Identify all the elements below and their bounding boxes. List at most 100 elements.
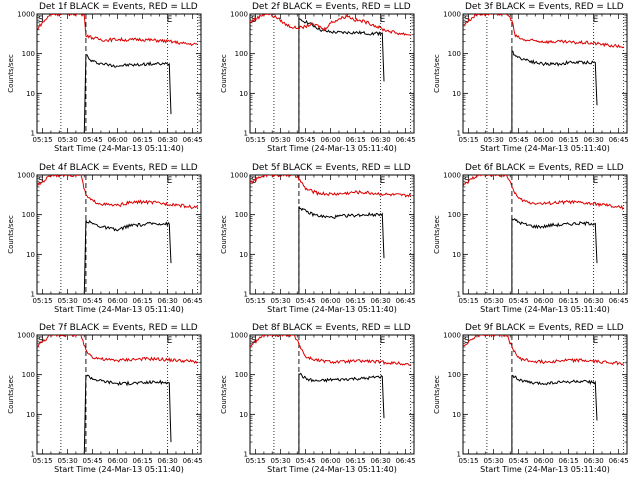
y-axis-label: Counts/sec xyxy=(7,215,15,254)
x-tick-label: 05:30 xyxy=(57,457,77,465)
x-tick-label: 06:45 xyxy=(609,457,629,465)
chart-panel-7: Det 7f BLACK = Events, RED = LLD 1 10 100 10… xyxy=(7,323,203,474)
chart-panel-1: Det 1f BLACK = Events, RED = LLD 1 10 100 10… xyxy=(7,2,203,153)
chart-title: Det 9f BLACK = Events, RED = LLD xyxy=(465,323,624,333)
x-axis-label: Start Time (24-Mar-13 05:11:40) xyxy=(267,144,397,153)
x-axis-label: Start Time (24-Mar-13 05:11:40) xyxy=(480,305,610,314)
plot-frame xyxy=(36,13,202,134)
y-tick-label: 100 xyxy=(448,50,461,58)
x-tick-label: 06:00 xyxy=(534,136,554,144)
series-group xyxy=(37,14,198,133)
series-group xyxy=(250,335,412,454)
x-tick-label: 06:45 xyxy=(609,297,629,305)
x-tick-label: 06:00 xyxy=(108,297,128,305)
x-tick-label: 06:00 xyxy=(108,136,128,144)
start-marker: S xyxy=(464,336,470,346)
chart-title: Det 7f BLACK = Events, RED = LLD xyxy=(39,323,198,333)
x-axis-label: Start Time (24-Mar-13 05:11:40) xyxy=(480,144,610,153)
y-tick-label: 10 xyxy=(239,251,248,259)
x-tick-label: 05:30 xyxy=(483,297,503,305)
series-line-lld xyxy=(250,335,412,366)
x-tick-label: 06:45 xyxy=(183,457,203,465)
y-tick-label: 1 xyxy=(31,130,35,138)
x-tick-label: 05:15 xyxy=(458,297,478,305)
series-group xyxy=(37,335,199,454)
y-axis-label: Counts/sec xyxy=(433,375,441,414)
x-tick-label: 05:15 xyxy=(245,457,265,465)
y-tick-label: 1000 xyxy=(17,11,35,19)
chart-title: Det 3f BLACK = Events, RED = LLD xyxy=(465,2,624,12)
series-line-lld xyxy=(463,14,625,49)
plot-frame xyxy=(462,13,628,134)
x-axis-label: Start Time (24-Mar-13 05:11:40) xyxy=(267,465,397,474)
x-axis-label: Start Time (24-Mar-13 05:11:40) xyxy=(267,305,397,314)
x-tick-label: 06:30 xyxy=(158,457,178,465)
x-tick-label: 06:00 xyxy=(321,136,341,144)
series-line-events xyxy=(83,54,172,133)
x-axis-label: Start Time (24-Mar-13 05:11:40) xyxy=(54,465,184,474)
end-marker: E xyxy=(167,336,173,346)
plot-frame xyxy=(462,174,628,295)
x-tick-label: 06:45 xyxy=(396,136,416,144)
x-tick-label: 06:45 xyxy=(396,297,416,305)
chart-panel-3: Det 3f BLACK = Events, RED = LLD 1 10 100 10… xyxy=(433,2,629,153)
y-tick-label: 10 xyxy=(26,90,35,98)
y-tick-label: 10 xyxy=(26,251,35,259)
y-tick-label: 1000 xyxy=(230,172,248,180)
x-tick-label: 06:45 xyxy=(609,136,629,144)
x-tick-label: 06:15 xyxy=(346,136,366,144)
x-tick-label: 06:15 xyxy=(559,136,579,144)
chart-title: Det 5f BLACK = Events, RED = LLD xyxy=(252,163,411,173)
y-axis-label: Counts/sec xyxy=(433,215,441,254)
y-tick-label: 10 xyxy=(26,411,35,419)
x-tick-label: 05:15 xyxy=(458,136,478,144)
y-tick-label: 1 xyxy=(31,451,35,459)
start-marker: S xyxy=(464,176,470,186)
x-tick-label: 05:15 xyxy=(458,457,478,465)
series-line-events xyxy=(511,217,598,294)
y-tick-label: 1000 xyxy=(17,332,35,340)
chart-panel-6: Det 6f BLACK = Events, RED = LLD 1 10 100 10… xyxy=(433,163,629,314)
x-tick-label: 05:30 xyxy=(483,136,503,144)
series-group xyxy=(463,14,625,133)
y-tick-label: 100 xyxy=(448,211,461,219)
end-marker: E xyxy=(380,176,386,186)
x-tick-label: 05:30 xyxy=(270,297,290,305)
series-line-lld xyxy=(250,14,411,36)
chart-title: Det 6f BLACK = Events, RED = LLD xyxy=(465,163,624,173)
x-tick-label: 06:00 xyxy=(534,457,554,465)
x-tick-label: 05:30 xyxy=(57,136,77,144)
x-tick-label: 05:15 xyxy=(245,297,265,305)
x-tick-label: 05:45 xyxy=(295,136,315,144)
series-line-events xyxy=(511,50,598,133)
plot-frame xyxy=(36,334,202,455)
y-tick-label: 1000 xyxy=(17,172,35,180)
y-tick-label: 1 xyxy=(457,451,461,459)
y-tick-label: 1 xyxy=(244,130,248,138)
y-axis-label: Counts/sec xyxy=(7,375,15,414)
end-marker: E xyxy=(593,176,599,186)
y-tick-label: 10 xyxy=(239,90,248,98)
y-tick-label: 1 xyxy=(457,130,461,138)
x-tick-label: 06:30 xyxy=(584,297,604,305)
x-tick-label: 06:00 xyxy=(321,297,341,305)
y-axis-label: Counts/sec xyxy=(7,54,15,93)
x-tick-label: 05:45 xyxy=(508,457,528,465)
x-tick-label: 05:45 xyxy=(508,136,528,144)
series-line-events xyxy=(298,206,385,294)
y-axis-label: Counts/sec xyxy=(220,375,228,414)
end-marker: E xyxy=(380,336,386,346)
y-tick-label: 10 xyxy=(452,411,461,419)
x-tick-label: 06:30 xyxy=(371,297,391,305)
x-tick-label: 06:30 xyxy=(584,136,604,144)
y-tick-label: 100 xyxy=(235,371,248,379)
x-tick-label: 06:00 xyxy=(321,457,341,465)
x-tick-label: 05:15 xyxy=(32,136,52,144)
y-tick-label: 1000 xyxy=(230,11,248,19)
x-tick-label: 05:45 xyxy=(295,457,315,465)
y-tick-label: 1000 xyxy=(443,172,461,180)
x-tick-label: 06:15 xyxy=(133,457,153,465)
y-tick-label: 1000 xyxy=(443,332,461,340)
plot-frame xyxy=(36,174,202,295)
series-line-lld xyxy=(37,335,199,364)
